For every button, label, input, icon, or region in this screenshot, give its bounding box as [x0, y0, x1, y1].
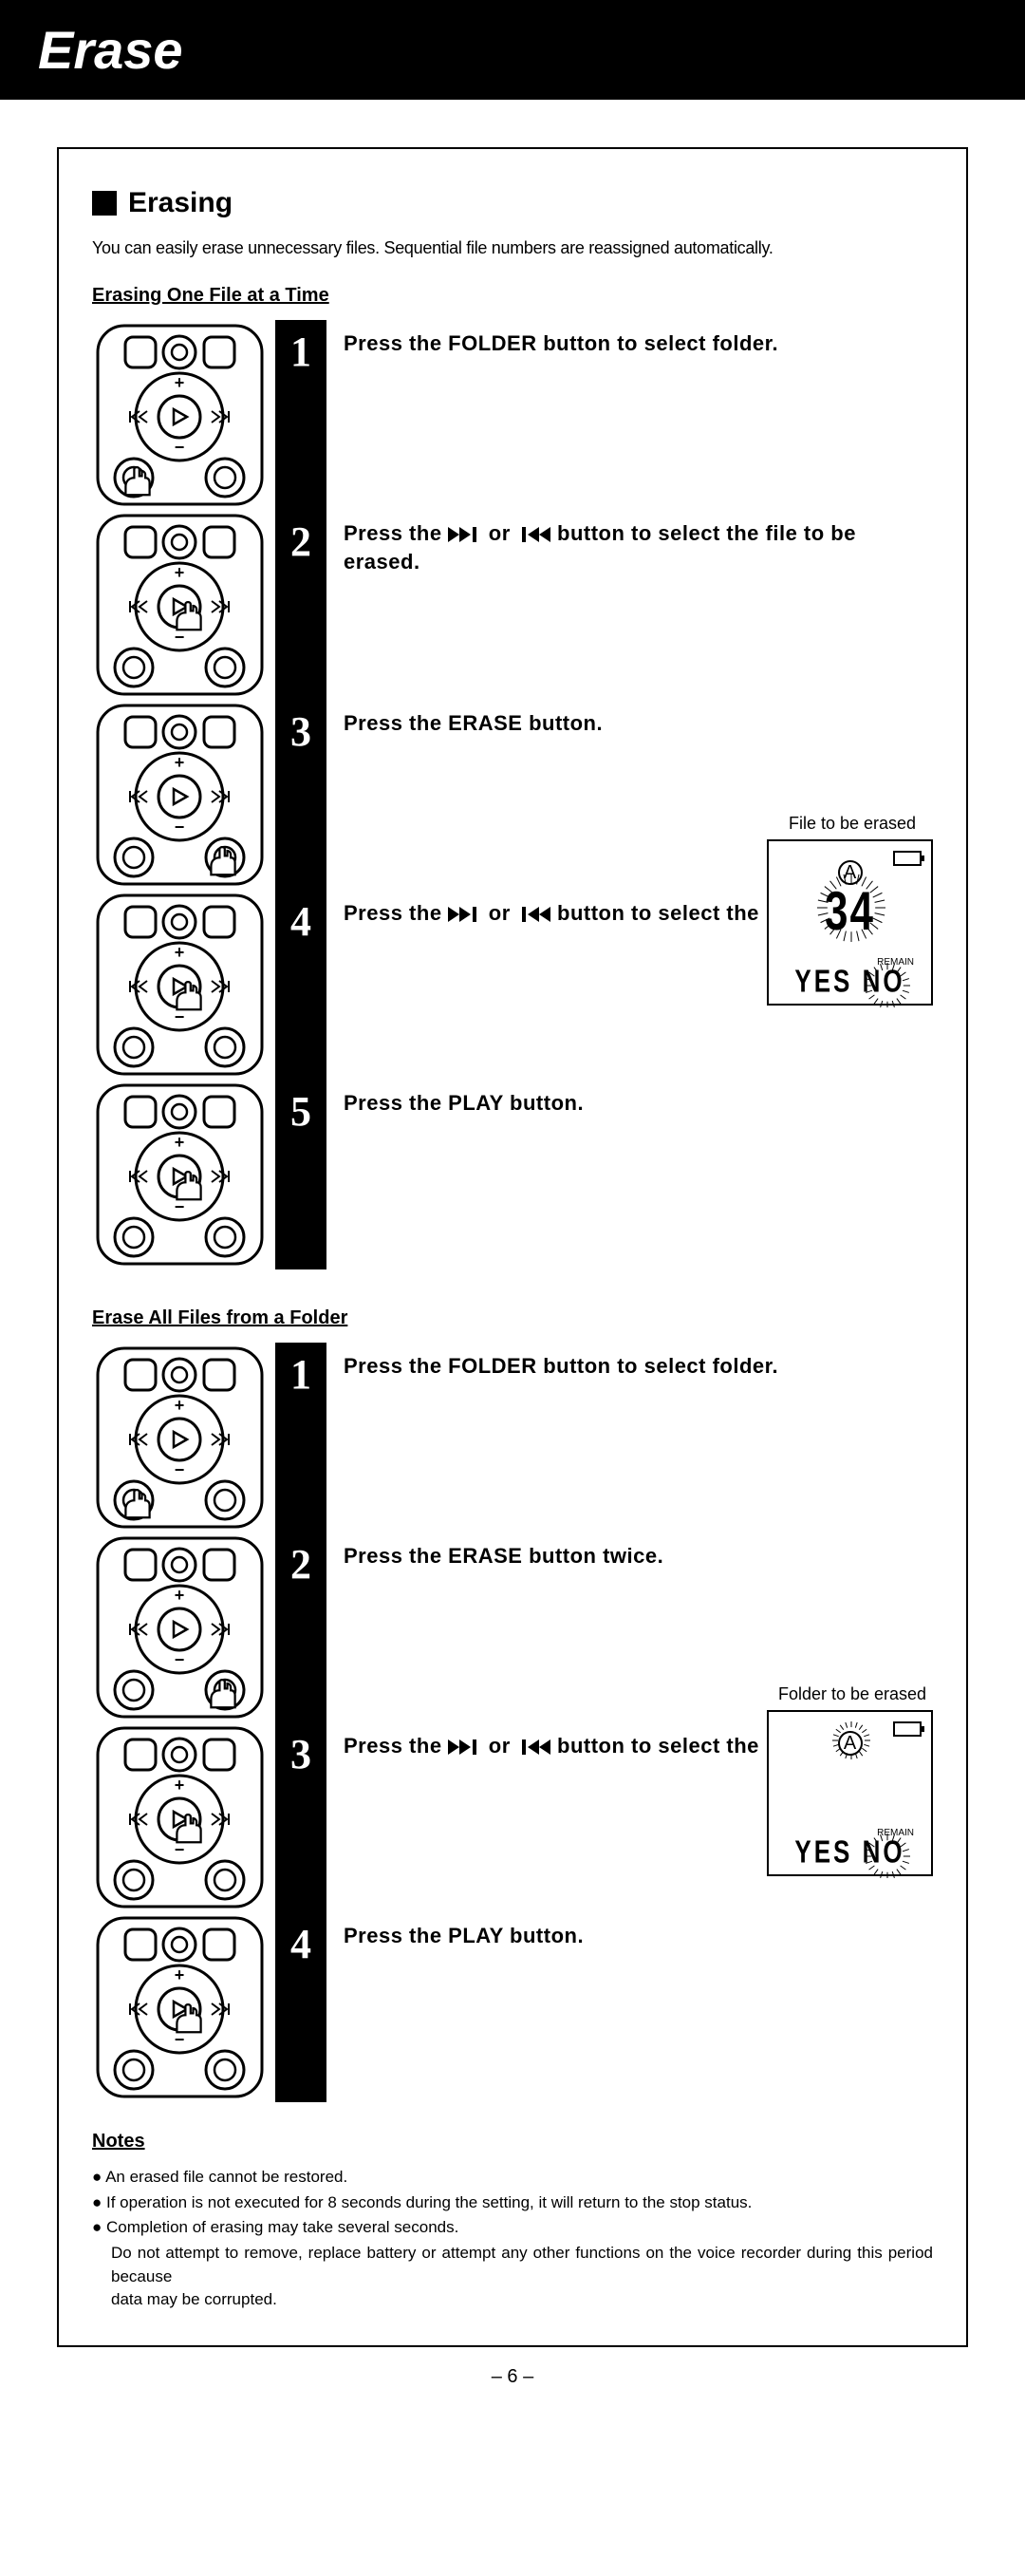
rewind-icon	[516, 1739, 550, 1755]
step-row: + − 5 Press the PLAY button.	[92, 1080, 933, 1269]
note-item: If operation is not executed for 8 secon…	[92, 2191, 933, 2215]
rewind-icon	[516, 907, 550, 922]
rewind-icon	[516, 527, 550, 542]
svg-text:+: +	[175, 1133, 185, 1152]
battery-icon	[893, 851, 922, 866]
svg-text:+: +	[175, 373, 185, 392]
step-number: 4	[275, 1912, 326, 2102]
device-illustration: + −	[92, 1532, 268, 1722]
svg-text:+: +	[175, 1965, 185, 1984]
device-illustration: + −	[92, 320, 268, 510]
step-text: Press the PLAY button.	[326, 1912, 933, 1950]
fast-forward-icon	[448, 1739, 482, 1755]
device-illustration: + −	[92, 1080, 268, 1269]
fast-forward-icon	[448, 907, 482, 922]
battery-icon	[893, 1721, 922, 1737]
lcd-callout: File to be erased A 34 REMAIN YES NO	[767, 814, 938, 1006]
notes-sub-2: data may be corrupted.	[92, 2288, 933, 2312]
lcd-screen: A 34 REMAIN YES NO	[767, 839, 933, 1006]
header-bar: Erase	[0, 0, 1025, 100]
lcd-yes-no: YES NO	[769, 962, 931, 1000]
svg-text:+: +	[175, 1586, 185, 1605]
notes-heading: Notes	[92, 2131, 933, 2153]
step-number: 1	[275, 1343, 326, 1532]
device-illustration: + −	[92, 1912, 268, 2102]
subheading-one-file: Erasing One File at a Time	[92, 285, 933, 307]
device-illustration: + −	[92, 890, 268, 1080]
lcd-main-value: 34	[769, 882, 931, 944]
step-number: 5	[275, 1080, 326, 1269]
steps-part1: + − 1 Press the FOLDER button to select …	[92, 320, 933, 1269]
lcd-yes-no: YES NO	[769, 1833, 931, 1871]
lcd-label: Folder to be erased	[767, 1684, 938, 1704]
note-item: Completion of erasing may take several s…	[92, 2216, 933, 2240]
step-number: 4	[275, 890, 326, 1080]
fast-forward-icon	[448, 527, 482, 542]
step-number: 2	[275, 1532, 326, 1722]
step-text: Press the or button to select the file t…	[326, 510, 933, 575]
svg-text:+: +	[175, 753, 185, 772]
step-text: Press the ERASE button.	[326, 700, 933, 738]
step-row: + − 1 Press the FOLDER button to select …	[92, 1343, 933, 1532]
page-number: – 6 –	[0, 2366, 1025, 2388]
note-item: An erased file cannot be restored.	[92, 2166, 933, 2190]
svg-text:−: −	[175, 818, 185, 837]
step-row: + − 1 Press the FOLDER button to select …	[92, 320, 933, 510]
step-text: Press the PLAY button.	[326, 1080, 933, 1118]
notes-list: An erased file cannot be restored.If ope…	[92, 2166, 933, 2240]
page-title: Erase	[38, 19, 987, 81]
step-number: 2	[275, 510, 326, 700]
step-row: + − 4 Press the PLAY button.	[92, 1912, 933, 2102]
subheading-all-files: Erase All Files from a Folder	[92, 1307, 933, 1329]
svg-text:+: +	[175, 943, 185, 962]
intro-text: You can easily erase unnecessary files. …	[92, 238, 933, 258]
steps-part2: + − 1 Press the FOLDER button to select …	[92, 1343, 933, 2102]
section-heading: Erasing	[92, 187, 933, 219]
step-text: Press the FOLDER button to select folder…	[326, 320, 933, 358]
device-illustration: + −	[92, 510, 268, 700]
step-row: + − 2 Press the or button to select the …	[92, 510, 933, 700]
svg-text:+: +	[175, 563, 185, 582]
lcd-label: File to be erased	[767, 814, 938, 834]
section-heading-text: Erasing	[128, 187, 233, 219]
lcd-screen: A REMAIN YES NO	[767, 1710, 933, 1876]
page-frame: Erasing You can easily erase unnecessary…	[57, 147, 968, 2347]
svg-text:+: +	[175, 1396, 185, 1415]
device-illustration: + −	[92, 1722, 268, 1912]
step-number: 3	[275, 700, 326, 890]
notes-sub-1: Do not attempt to remove, replace batter…	[92, 2242, 933, 2288]
step-text: Press the ERASE button twice.	[326, 1532, 933, 1570]
svg-text:−: −	[175, 1460, 185, 1479]
step-number: 1	[275, 320, 326, 510]
lcd-callout: Folder to be erased A REMAIN YES NO	[767, 1684, 938, 1876]
step-number: 3	[275, 1722, 326, 1912]
device-illustration: + −	[92, 700, 268, 890]
lcd-folder-indicator: A	[838, 1731, 863, 1756]
svg-text:−: −	[175, 438, 185, 457]
device-illustration: + −	[92, 1343, 268, 1532]
svg-text:+: +	[175, 1776, 185, 1795]
svg-text:−: −	[175, 1650, 185, 1669]
step-text: Press the FOLDER button to select folder…	[326, 1343, 933, 1381]
